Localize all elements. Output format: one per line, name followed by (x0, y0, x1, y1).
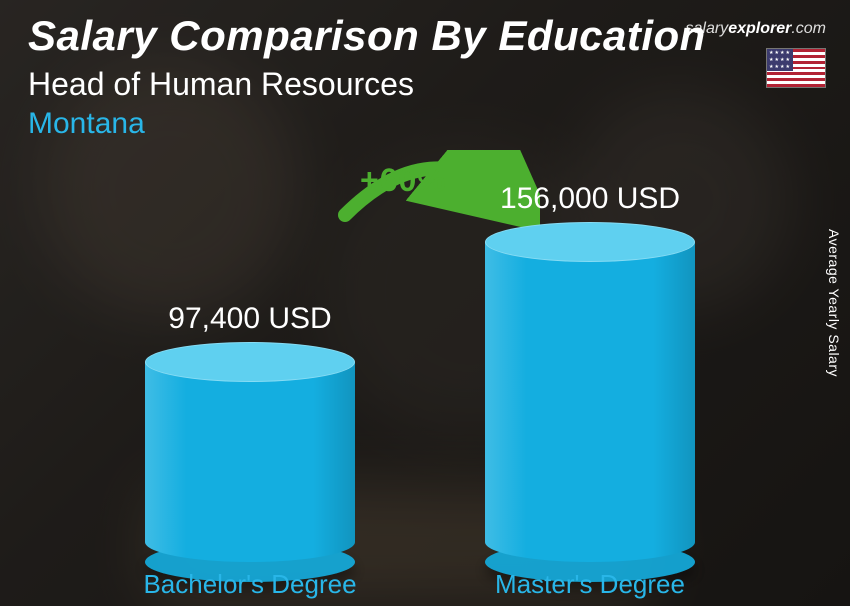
bar-sheen (485, 242, 695, 562)
flag-icon (766, 48, 826, 88)
bar-top (145, 342, 355, 382)
bar (145, 362, 355, 562)
bar (485, 242, 695, 562)
bar-group: 156,000 USD (485, 242, 695, 562)
bar-sheen (145, 362, 355, 562)
brand-suffix: explorer (728, 20, 791, 37)
brand-tld: .com (791, 20, 826, 37)
bar-value-label: 156,000 USD (460, 182, 720, 216)
y-axis-label: Average Yearly Salary (826, 229, 842, 377)
brand-prefix: salary (686, 20, 729, 37)
bar-value-label: 97,400 USD (120, 302, 380, 336)
category-label: Bachelor's Degree (110, 569, 390, 600)
category-label: Master's Degree (450, 569, 730, 600)
title-block: Salary Comparison By Education Head of H… (28, 12, 706, 141)
infographic-stage: Salary Comparison By Education Head of H… (0, 0, 850, 606)
location-label: Montana (28, 107, 706, 141)
flag-canton (767, 49, 793, 71)
bar-chart: 97,400 USD 156,000 USD (80, 182, 760, 562)
bar-top (485, 222, 695, 262)
brand-logo: salaryexplorer.com (686, 20, 827, 38)
page-subtitle: Head of Human Resources (28, 66, 706, 103)
bar-group: 97,400 USD (145, 362, 355, 562)
page-title: Salary Comparison By Education (28, 12, 706, 60)
